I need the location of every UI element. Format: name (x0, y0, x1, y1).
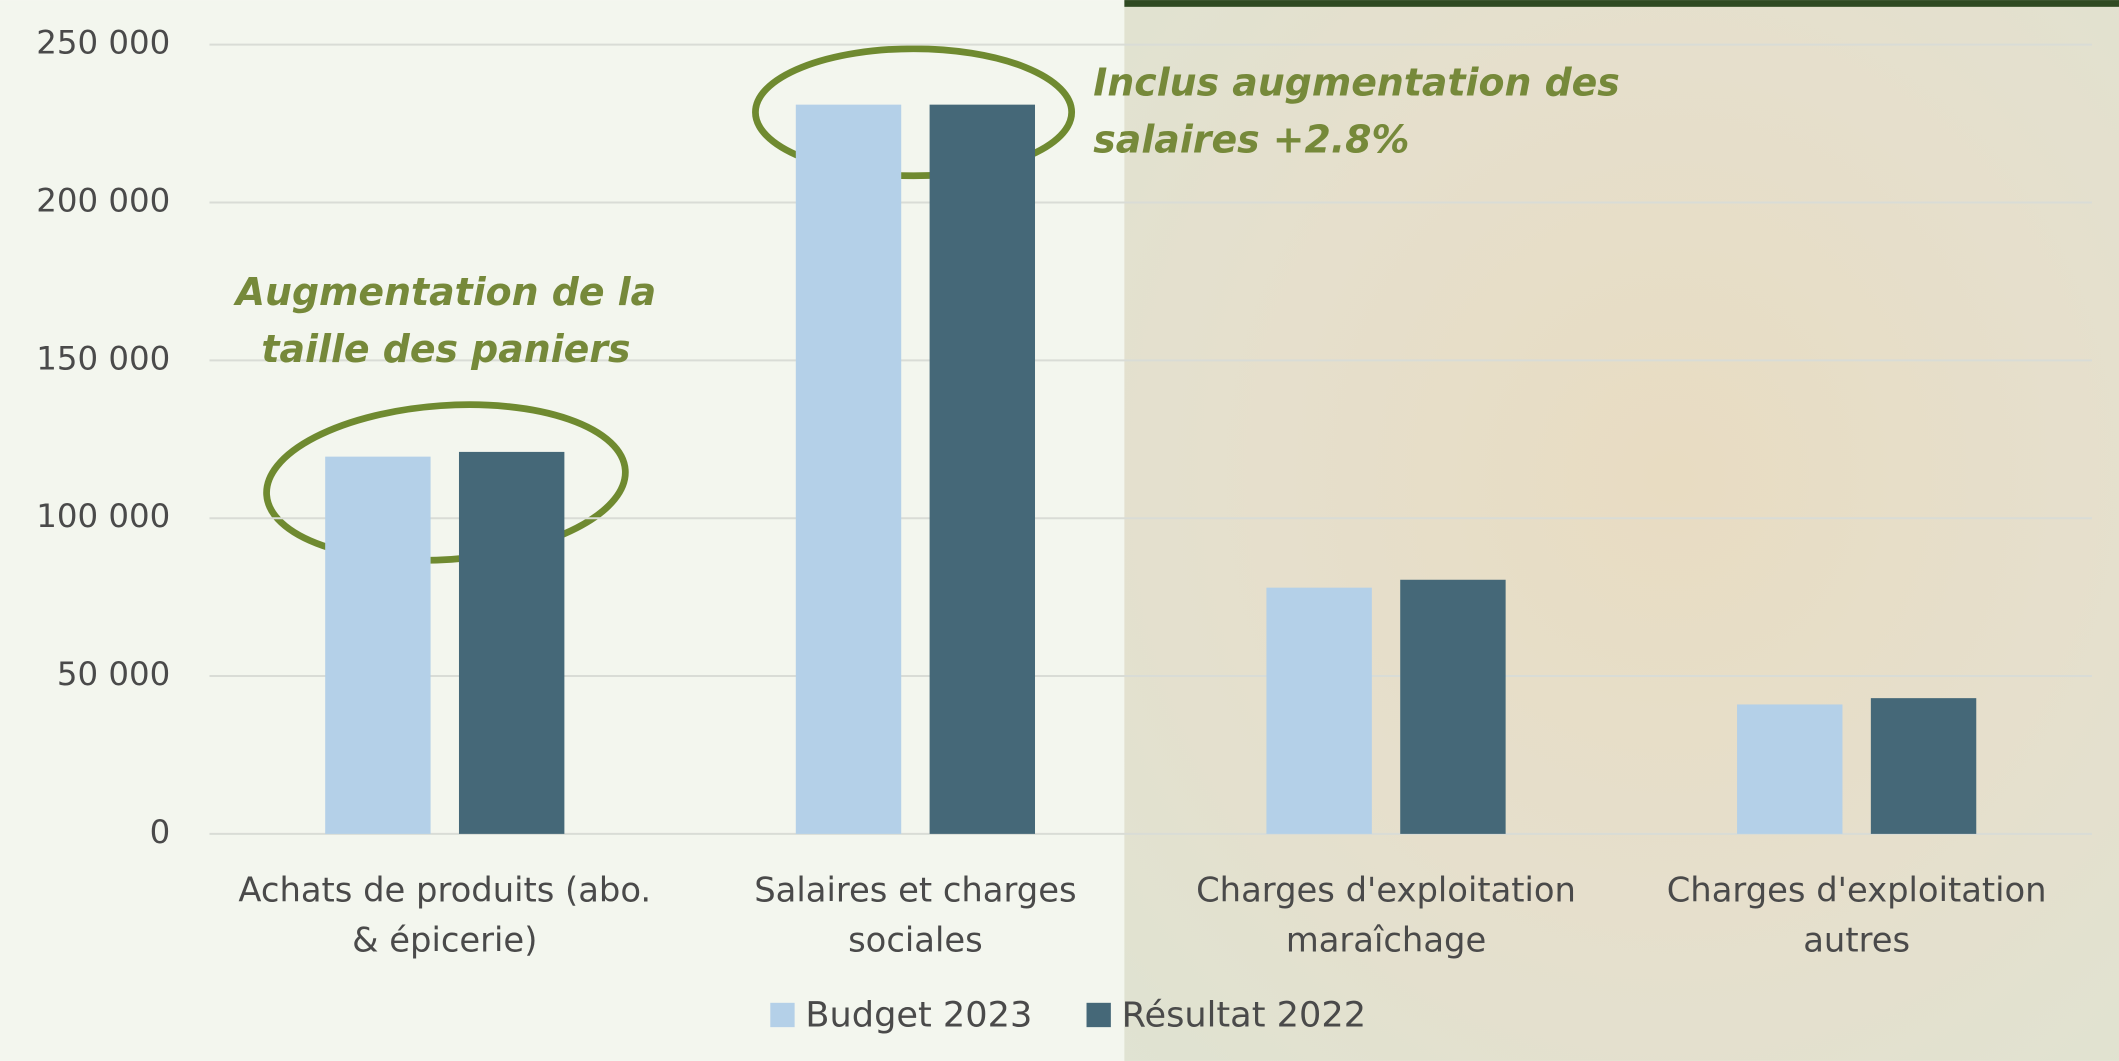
legend-swatch (770, 1003, 794, 1027)
annotation: taille des paniers (261, 327, 630, 371)
bar (796, 105, 901, 834)
x-tick-label: Charges d'exploitation (1196, 871, 1576, 910)
legend-label: Résultat 2022 (1122, 994, 1366, 1035)
x-tick-label: Charges d'exploitation (1667, 871, 2047, 910)
y-tick-label: 150 000 (36, 339, 170, 377)
x-tick-label: Achats de produits (abo. (238, 871, 651, 910)
y-tick-label: 0 (150, 813, 171, 851)
chart: 0 50 000 100 000 150 000 200 000 250 000 Achat… (0, 0, 2119, 1061)
y-tick-label: 200 000 (36, 182, 170, 220)
x-tick-label: & épicerie) (352, 921, 537, 960)
annotation: Inclus augmentation des (1093, 61, 1620, 105)
y-tick-label: 100 000 (36, 497, 170, 535)
bar (1266, 588, 1371, 834)
bar (1400, 580, 1505, 834)
annotation: salaires +2.8% (1093, 117, 1409, 161)
x-tick-label: sociales (848, 921, 983, 960)
photo-edge (1124, 0, 2119, 7)
y-tick-label: 250 000 (36, 24, 170, 62)
annotation: Augmentation de la (233, 270, 656, 314)
page: {"chart_data": {"type": "bar", "categori… (0, 0, 2119, 1061)
x-tick-label: maraîchage (1286, 921, 1486, 960)
legend-swatch (1087, 1003, 1111, 1027)
bar (459, 452, 564, 834)
x-tick-label: Salaires et charges (754, 871, 1076, 910)
bar (1737, 704, 1842, 833)
y-tick-label: 50 000 (57, 655, 170, 693)
bar (930, 105, 1035, 834)
legend-label: Budget 2023 (805, 994, 1032, 1035)
x-tick-label: autres (1803, 921, 1910, 960)
bar (1871, 698, 1976, 834)
bar (325, 457, 430, 834)
